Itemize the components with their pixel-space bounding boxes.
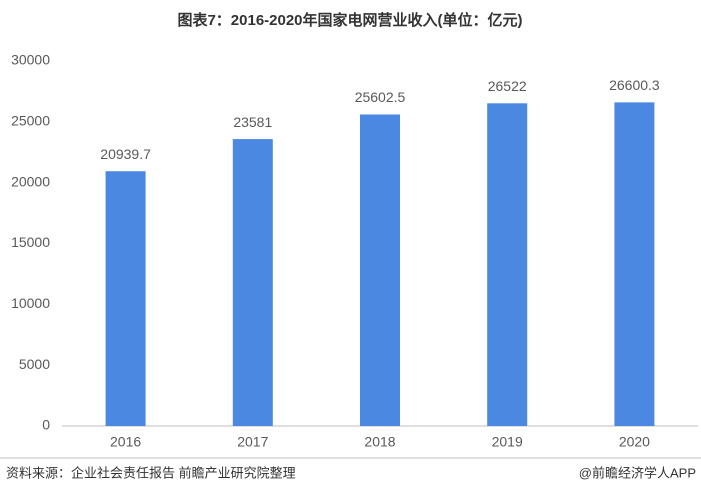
- bar: [232, 139, 273, 426]
- x-tick-label: 2020: [619, 434, 650, 450]
- data-label: 26522: [488, 78, 527, 94]
- chart-title: 图表7：2016-2020年国家电网营业收入(单位：亿元): [177, 11, 522, 29]
- y-tick-label: 25000: [11, 113, 50, 129]
- data-label: 25602.5: [355, 89, 406, 105]
- source-note: 资料来源：企业社会责任报告 前瞻产业研究院整理: [6, 465, 296, 480]
- bar: [105, 171, 146, 426]
- y-tick-label: 30000: [11, 52, 50, 68]
- data-label: 26600.3: [609, 77, 660, 93]
- data-label: 23581: [233, 114, 272, 130]
- x-tick-label: 2019: [492, 434, 523, 450]
- bar: [487, 103, 528, 426]
- bar: [360, 114, 400, 426]
- y-tick-label: 15000: [11, 234, 50, 250]
- bar: [614, 102, 655, 427]
- x-tick-label: 2018: [364, 434, 395, 450]
- y-tick-label: 10000: [11, 295, 50, 311]
- y-tick-label: 0: [42, 417, 50, 433]
- x-tick-label: 2016: [110, 434, 141, 450]
- x-tick-label: 2017: [237, 434, 268, 450]
- data-label: 20939.7: [100, 146, 151, 162]
- credit: @前瞻经济学人APP: [579, 465, 696, 480]
- y-tick-label: 5000: [19, 356, 50, 372]
- y-tick-label: 20000: [11, 173, 50, 189]
